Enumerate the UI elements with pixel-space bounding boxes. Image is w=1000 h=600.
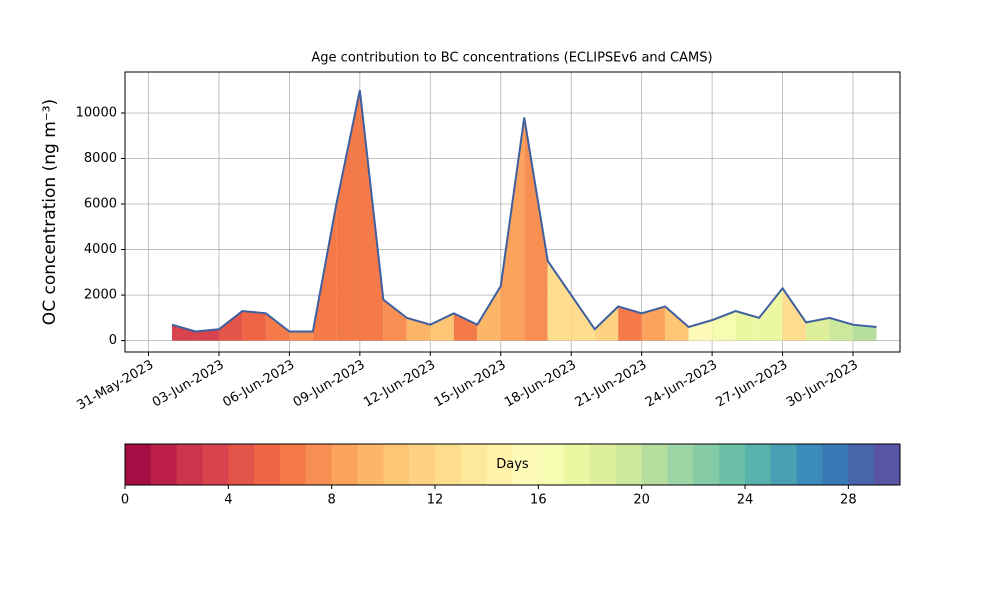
area-segment bbox=[547, 260, 572, 341]
area-segment bbox=[759, 288, 783, 341]
colorbar-swatch bbox=[305, 444, 333, 485]
colorbar-swatch bbox=[615, 444, 643, 485]
area-segment bbox=[500, 117, 525, 341]
colorbar-swatch bbox=[538, 444, 565, 485]
colorbar-swatch bbox=[202, 444, 229, 485]
colorbar-swatch bbox=[280, 444, 307, 485]
area-segment bbox=[430, 313, 454, 341]
area-segment bbox=[853, 324, 877, 341]
colorbar-swatch bbox=[848, 444, 875, 485]
colorbar-swatch bbox=[667, 444, 694, 485]
y-tick-label: 8000 bbox=[84, 151, 117, 166]
y-axis-label: OC concentration (ng m⁻³) bbox=[40, 99, 60, 325]
colorbar-swatch bbox=[796, 444, 823, 485]
area-segment bbox=[242, 311, 266, 341]
y-tick-label: 10000 bbox=[76, 105, 117, 120]
area-segment bbox=[383, 299, 407, 341]
colorbar-swatch bbox=[357, 444, 384, 485]
colorbar-frame bbox=[124, 443, 901, 486]
colorbar-swatch bbox=[460, 444, 488, 485]
colorbar-tick-label: 12 bbox=[427, 493, 444, 508]
colorbar-swatch bbox=[486, 444, 513, 485]
colorbar-swatch bbox=[150, 444, 178, 485]
colorbar-swatch bbox=[331, 444, 358, 485]
y-tick-label: 0 bbox=[109, 333, 117, 348]
colorbar-swatch bbox=[641, 444, 668, 485]
y-tick-label: 6000 bbox=[84, 197, 117, 212]
colorbar-swatch bbox=[770, 444, 798, 485]
colorbar-tick-label: 4 bbox=[224, 493, 232, 508]
area-segment bbox=[477, 285, 501, 341]
area-segment bbox=[453, 313, 478, 341]
area-segment bbox=[735, 311, 760, 341]
area-segment bbox=[806, 317, 830, 341]
colorbar-swatch bbox=[719, 444, 746, 485]
area-segment bbox=[665, 306, 689, 341]
colorbar-tick-label: 24 bbox=[737, 493, 754, 508]
plot-frame bbox=[124, 71, 901, 353]
colorbar-swatch bbox=[254, 444, 281, 485]
colorbar-swatch bbox=[176, 444, 203, 485]
colorbar-tick-label: 0 bbox=[121, 493, 129, 508]
area-segment bbox=[524, 117, 548, 341]
colorbar-swatch bbox=[822, 444, 849, 485]
area-segment bbox=[171, 324, 196, 341]
total-line bbox=[171, 90, 877, 333]
colorbar-tick-label: 20 bbox=[633, 493, 650, 508]
colorbar-swatch bbox=[693, 444, 720, 485]
area-segment bbox=[782, 288, 807, 341]
area-segment bbox=[618, 306, 642, 341]
area-segment bbox=[571, 295, 595, 341]
colorbar-tick-label: 16 bbox=[530, 493, 547, 508]
area-segment bbox=[218, 311, 243, 341]
area-segment bbox=[359, 90, 384, 341]
area-segment bbox=[336, 90, 360, 341]
colorbar-tick-label: 8 bbox=[328, 493, 336, 508]
area-segment bbox=[641, 306, 666, 341]
area-segment bbox=[289, 331, 313, 341]
colorbar-label: Days bbox=[496, 457, 529, 472]
y-tick-label: 2000 bbox=[84, 288, 117, 303]
colorbar-swatch bbox=[745, 444, 772, 485]
colorbar-swatch bbox=[590, 444, 617, 485]
colorbar-tick-label: 28 bbox=[840, 493, 857, 508]
colorbar-swatch bbox=[512, 444, 539, 485]
chart-title: Age contribution to BC concentrations (E… bbox=[311, 51, 712, 66]
colorbar-swatch bbox=[435, 444, 462, 485]
area-segment bbox=[265, 313, 290, 341]
colorbar-swatch bbox=[409, 444, 436, 485]
y-tick-label: 4000 bbox=[84, 242, 117, 257]
colorbar-swatch bbox=[383, 444, 410, 485]
colorbar-swatch bbox=[228, 444, 255, 485]
area-segment bbox=[195, 329, 219, 341]
area-segment bbox=[594, 306, 619, 341]
colorbar-swatch bbox=[564, 444, 591, 485]
colorbar-swatch bbox=[125, 444, 152, 485]
colorbar-swatch bbox=[874, 444, 901, 485]
